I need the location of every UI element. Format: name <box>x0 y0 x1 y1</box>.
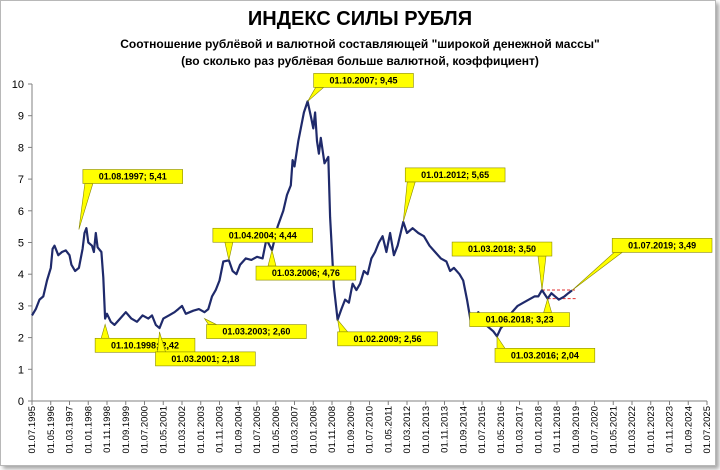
y-tick-label: 8 <box>18 142 24 154</box>
x-tick-label: 01.07.2025 <box>702 406 713 454</box>
callout-label: 01.07.2019; 3,49 <box>628 240 696 250</box>
x-tick-label: 01.07.2015 <box>477 406 488 454</box>
y-tick-label: 3 <box>18 301 24 313</box>
y-tick-label: 6 <box>18 206 24 218</box>
x-tick-label: 01.05.2006 <box>271 406 282 454</box>
chart-subtitle-note: (во сколько раз рублёвая больше валютной… <box>181 54 539 68</box>
callout-pointer <box>78 183 94 230</box>
callout-box <box>82 169 183 184</box>
x-tick-label: 01.03.1997 <box>65 406 76 454</box>
callout-box <box>469 312 570 327</box>
y-tick-label: 10 <box>12 79 24 91</box>
callout-label: 01.03.2003; 2,60 <box>222 327 290 337</box>
x-tick-label: 01.05.1996 <box>46 406 57 454</box>
x-tick-label: 01.11.1998 <box>102 406 113 453</box>
x-tick-label: 01.11.2018 <box>552 406 563 453</box>
x-tick-label: 01.11.2003 <box>215 406 226 453</box>
x-tick-label: 01.07.2010 <box>365 406 376 454</box>
callout-pointer <box>402 181 416 222</box>
y-tick-label: 4 <box>18 269 24 281</box>
callout-pointer <box>496 335 506 349</box>
x-tick-label: 01.09.1999 <box>121 406 132 454</box>
x-tick-label: 01.01.1998 <box>83 406 94 454</box>
callout-pointer <box>100 323 110 339</box>
y-tick-label: 5 <box>18 238 24 250</box>
callout-box <box>155 351 256 367</box>
callout-box <box>451 241 553 257</box>
callout-box <box>494 348 596 363</box>
callout-label: 01.08.1997; 5,41 <box>99 172 167 182</box>
x-tick-label: 01.09.2004 <box>233 406 244 454</box>
callout-box <box>212 227 313 243</box>
x-tick-label: 01.01.2018 <box>533 406 544 454</box>
x-tick-label: 01.07.1995 <box>27 406 38 454</box>
y-tick-label: 0 <box>18 396 24 408</box>
x-tick-label: 01.03.2022 <box>627 406 638 454</box>
callout-pointer <box>307 87 325 102</box>
callout-box <box>611 238 713 253</box>
callout-box <box>206 324 307 339</box>
y-tick-label: 7 <box>18 174 24 186</box>
callout-label: 01.06.2018; 3,23 <box>486 315 554 325</box>
callout-pointer <box>203 317 217 325</box>
y-tick-label: 1 <box>18 364 24 376</box>
x-tick-label: 01.01.2008 <box>308 406 319 454</box>
callout-label: 01.01.2012; 5,65 <box>421 170 489 180</box>
x-tick-label: 01.03.2002 <box>177 406 188 454</box>
callout-pointer <box>337 318 349 333</box>
y-tick-label: 9 <box>18 111 24 123</box>
callout-label: 01.03.2001; 2,18 <box>171 354 239 364</box>
callout-box <box>255 265 357 281</box>
x-tick-label: 01.03.2017 <box>515 406 526 454</box>
x-tick-label: 01.05.2001 <box>158 406 169 454</box>
x-tick-label: 01.07.2020 <box>590 406 601 454</box>
x-tick-label: 01.07.2005 <box>252 406 263 454</box>
chart-title: ИНДЕКС СИЛЫ РУБЛЯ <box>247 8 473 30</box>
y-tick-label: 2 <box>18 333 24 345</box>
callout-pointer <box>224 241 234 261</box>
x-tick-label: 01.09.2009 <box>346 406 357 454</box>
x-tick-label: 01.05.2011 <box>383 406 394 453</box>
x-tick-label: 01.11.2013 <box>440 406 451 453</box>
callout-pointer <box>543 297 553 313</box>
callout-label: 01.03.2006; 4,76 <box>272 268 340 278</box>
x-tick-label: 01.05.2016 <box>496 406 507 454</box>
callout-pointer <box>537 255 547 291</box>
chart-subtitle: Соотношение рублёвой и валютной составля… <box>120 37 600 51</box>
x-tick-label: 01.03.2007 <box>290 406 301 454</box>
callout-label: 01.03.2018; 3,50 <box>468 244 536 254</box>
x-tick-label: 01.09.2024 <box>683 406 694 454</box>
callout-label: 01.03.2016; 2,04 <box>511 350 579 360</box>
callout-label: 01.02.2009; 2,56 <box>353 334 421 344</box>
x-tick-label: 01.05.2021 <box>608 406 619 454</box>
x-tick-label: 01.11.2008 <box>327 406 338 453</box>
callout-pointer <box>571 252 624 291</box>
callout-box <box>337 331 438 347</box>
callout-box <box>94 337 196 353</box>
x-tick-label: 01.03.2012 <box>402 406 413 454</box>
x-tick-label: 01.11.2023 <box>665 406 676 453</box>
callout-label: 01.10.2007; 9,45 <box>329 75 397 85</box>
x-tick-label: 01.07.2000 <box>140 406 151 454</box>
x-tick-label: 01.01.2013 <box>421 406 432 454</box>
x-tick-label: 01.01.2023 <box>646 406 657 454</box>
callout-label: 01.10.1998; 2,42 <box>111 340 179 350</box>
callout-label: 01.04.2004; 4,44 <box>229 230 297 240</box>
callout-pointer <box>267 250 277 267</box>
series-line <box>31 100 573 338</box>
x-tick-label: 01.01.2003 <box>196 406 207 454</box>
x-tick-label: 01.09.2019 <box>571 406 582 454</box>
callout-box <box>404 167 506 183</box>
callout-box <box>313 73 414 88</box>
x-tick-label: 01.09.2014 <box>458 406 469 454</box>
